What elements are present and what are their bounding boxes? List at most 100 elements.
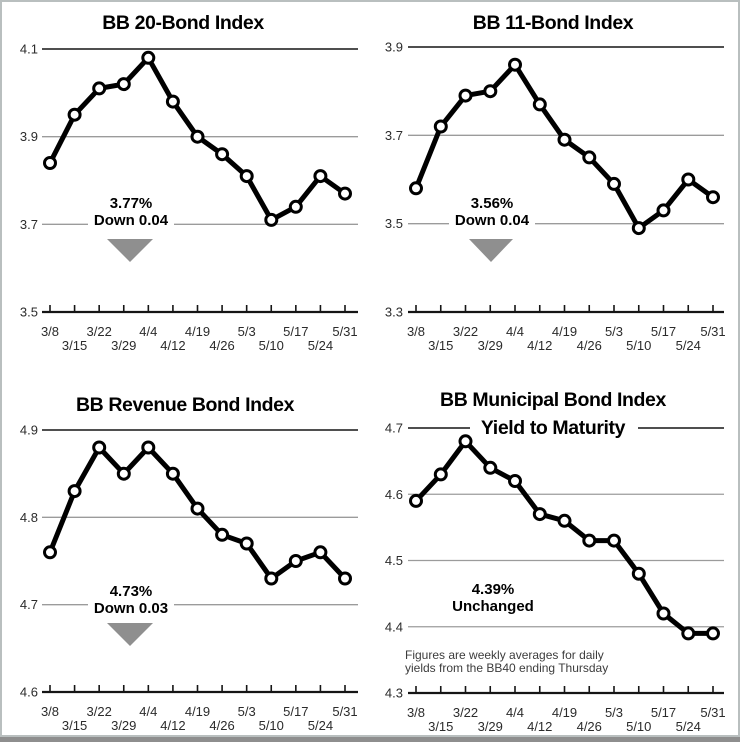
- x-tick-label: 4/26: [209, 718, 234, 733]
- data-point: [165, 466, 180, 481]
- x-tick-label: 3/22: [87, 704, 112, 719]
- annotation-change: Down 0.03: [94, 600, 168, 617]
- data-point: [215, 147, 230, 162]
- x-tick-label: 5/24: [676, 338, 701, 353]
- x-tick-label: 4/12: [160, 718, 185, 733]
- data-point: [681, 172, 696, 187]
- chart-bb-municipal-bond-index: BB Municipal Bond Index Yield to Maturity…: [385, 389, 726, 734]
- x-tick-label: 5/3: [605, 324, 623, 339]
- data-point: [215, 527, 230, 542]
- data-point: [239, 169, 254, 184]
- x-tick-label: 4/26: [577, 719, 602, 734]
- data-point: [43, 545, 57, 560]
- data-point: [141, 440, 156, 455]
- x-tick-label: 5/17: [283, 324, 308, 339]
- x-tick-label: 5/3: [238, 704, 256, 719]
- data-point: [607, 176, 621, 191]
- data-point: [483, 460, 498, 475]
- chart-bb-11-bond-index: BB 11-Bond Index3.93.73.53.33/83/153/223…: [385, 12, 726, 353]
- data-point: [338, 571, 352, 586]
- data-point: [43, 156, 57, 170]
- x-tick-label: 5/17: [651, 324, 676, 339]
- x-tick-label: 5/31: [700, 705, 725, 720]
- x-tick-label: 4/19: [185, 704, 210, 719]
- x-tick-label: 3/22: [453, 324, 478, 339]
- data-point: [116, 466, 131, 481]
- x-tick-label: 4/19: [552, 324, 577, 339]
- data-point: [433, 119, 448, 134]
- footnote-line: Figures are weekly averages for daily: [405, 648, 604, 662]
- annotation-change: Down 0.04: [94, 212, 169, 229]
- x-tick-label: 5/10: [259, 718, 284, 733]
- data-point: [190, 501, 205, 516]
- data-point: [508, 474, 522, 488]
- y-tick-label: 3.5: [20, 305, 38, 320]
- data-point: [92, 440, 107, 455]
- data-point: [239, 536, 254, 551]
- y-tick-label: 3.9: [20, 129, 38, 144]
- data-point: [458, 88, 473, 103]
- annotation-change: Down 0.04: [455, 212, 530, 229]
- data-point: [264, 571, 279, 586]
- annotation-value: 4.73%: [110, 583, 153, 600]
- x-tick-label: 3/15: [428, 719, 453, 734]
- x-tick-label: 4/4: [506, 705, 524, 720]
- data-point: [681, 626, 696, 641]
- x-tick-label: 5/10: [626, 719, 651, 734]
- data-point: [607, 533, 621, 548]
- x-tick-label: 3/15: [62, 718, 87, 733]
- data-point: [582, 533, 597, 548]
- cropped-content-strip: [0, 737, 740, 742]
- data-point: [631, 566, 646, 581]
- data-point: [458, 434, 473, 449]
- x-tick-label: 5/31: [332, 324, 357, 339]
- data-point: [313, 545, 328, 560]
- x-tick-label: 5/24: [308, 718, 333, 733]
- x-tick-label: 4/12: [527, 338, 552, 353]
- data-point: [557, 132, 572, 147]
- data-point: [409, 493, 423, 508]
- x-tick-label: 3/29: [111, 718, 136, 733]
- x-tick-label: 3/22: [453, 705, 478, 720]
- data-point: [92, 81, 107, 96]
- data-point: [706, 626, 720, 641]
- x-tick-label: 4/4: [139, 704, 157, 719]
- x-tick-label: 3/29: [111, 338, 136, 353]
- x-tick-label: 5/10: [259, 338, 284, 353]
- x-tick-label: 5/17: [651, 705, 676, 720]
- data-point: [706, 190, 720, 205]
- x-tick-label: 5/24: [676, 719, 701, 734]
- data-point: [338, 186, 352, 201]
- x-tick-label: 3/8: [41, 704, 59, 719]
- annotation-value: 3.56%: [471, 195, 514, 212]
- x-tick-label: 5/10: [626, 338, 651, 353]
- x-tick-label: 4/19: [552, 705, 577, 720]
- data-point: [313, 169, 328, 184]
- data-point: [288, 199, 303, 214]
- annotation-value: 4.39%: [472, 581, 515, 598]
- data-point: [67, 107, 82, 122]
- chart-title: BB 20-Bond Index: [102, 12, 264, 34]
- down-triangle-icon: [107, 623, 153, 646]
- y-tick-label: 3.7: [385, 128, 403, 143]
- x-tick-label: 4/12: [160, 338, 185, 353]
- data-point: [532, 97, 547, 112]
- y-tick-label: 3.5: [385, 216, 403, 231]
- data-point: [409, 181, 423, 196]
- data-point: [483, 84, 498, 99]
- data-point: [264, 212, 279, 227]
- x-tick-label: 3/8: [41, 324, 59, 339]
- x-tick-label: 5/17: [283, 704, 308, 719]
- x-tick-label: 5/31: [332, 704, 357, 719]
- data-point: [165, 94, 180, 109]
- y-tick-label: 3.7: [20, 217, 38, 232]
- data-point: [631, 221, 646, 236]
- y-tick-label: 3.3: [385, 305, 403, 320]
- x-tick-label: 5/3: [605, 705, 623, 720]
- down-triangle-icon: [469, 239, 513, 262]
- chart-title: BB Revenue Bond Index: [76, 394, 295, 416]
- data-point: [582, 150, 597, 165]
- y-tick-label: 4.1: [20, 42, 38, 57]
- y-tick-label: 4.7: [385, 421, 403, 436]
